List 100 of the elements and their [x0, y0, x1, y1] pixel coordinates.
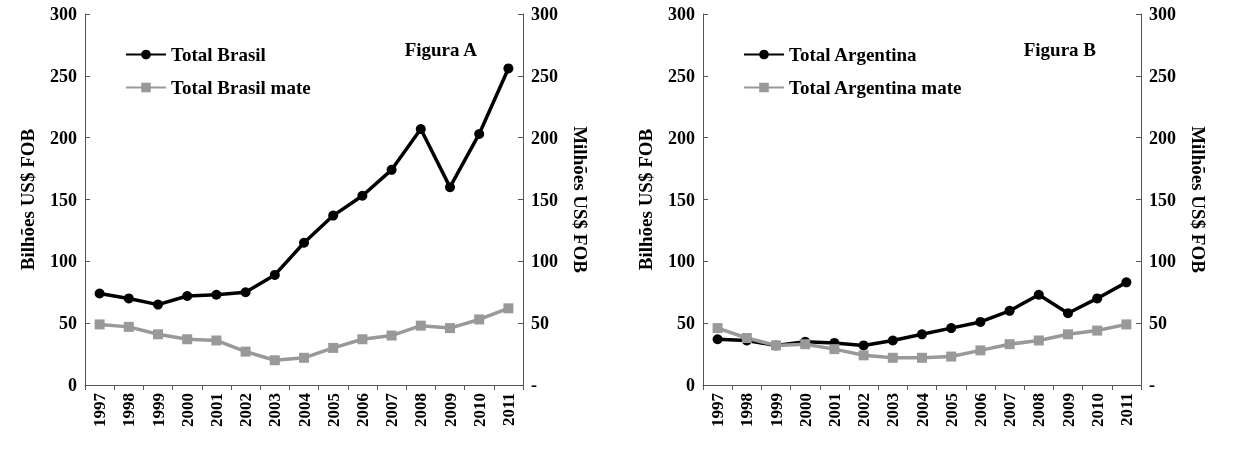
x-tick-label: 2004: [912, 392, 932, 427]
point: [211, 289, 222, 300]
x-tick-label: 2011: [1116, 393, 1136, 427]
x-tick-label: 2010: [1087, 393, 1107, 427]
point: [123, 293, 134, 304]
point: [858, 340, 869, 351]
y2-tick-label: 200: [531, 127, 558, 148]
y-tick-label: 0: [68, 375, 77, 395]
point: [474, 314, 485, 325]
x-tick-label: 2007: [1000, 392, 1020, 427]
x-tick-label: 2008: [1029, 393, 1049, 427]
x-tick-label: 2001: [824, 393, 844, 427]
point: [445, 323, 455, 334]
y2-tick-label: 150: [531, 189, 558, 210]
point: [474, 128, 485, 139]
point: [946, 323, 957, 334]
point: [386, 164, 397, 175]
point: [123, 321, 134, 332]
point: [1092, 293, 1103, 304]
x-tick-label: 2000: [177, 393, 197, 427]
point: [182, 290, 193, 301]
point: [328, 342, 339, 353]
x-tick-label: 2000: [795, 393, 815, 427]
y-tick-label: 250: [668, 65, 695, 86]
point: [94, 288, 105, 299]
point: [946, 351, 957, 362]
point: [712, 323, 723, 334]
x-tick-label: 2003: [265, 393, 285, 427]
point: [299, 352, 309, 363]
x-tick-label: 2005: [323, 393, 343, 427]
x-tick-label: 2009: [440, 393, 460, 427]
x-tick-label: 2005: [941, 393, 961, 427]
point: [357, 190, 368, 201]
x-tick-label: 2007: [382, 392, 402, 427]
y-tick-label: 200: [50, 127, 77, 148]
point: [153, 299, 163, 310]
point: [415, 320, 426, 331]
y-tick-label: 100: [668, 251, 695, 272]
annotation: Figura A: [404, 39, 478, 60]
point: [887, 335, 898, 346]
point: [445, 182, 455, 193]
point: [269, 269, 280, 280]
x-tick-label: 1997: [90, 392, 110, 427]
point: [1004, 305, 1015, 316]
y-tick-label: 300: [668, 4, 695, 24]
y-tick-label: 50: [677, 313, 695, 334]
x-tick-label: 2001: [206, 393, 226, 427]
legend-label: Total Argentina mate: [789, 77, 962, 98]
y-tick-label: 300: [50, 4, 77, 24]
annotation: Figura B: [1023, 39, 1097, 60]
point: [887, 352, 898, 363]
legend-label: Total Brasil: [171, 44, 266, 65]
point: [415, 124, 426, 135]
y2-axis-title: Milhões US$ FOB: [570, 126, 591, 274]
y2-tick-label: 50: [1149, 313, 1167, 334]
y-tick-label: 200: [668, 127, 695, 148]
point: [1004, 339, 1015, 350]
y2-tick-label: -: [531, 375, 537, 395]
y2-tick-label: 100: [531, 251, 558, 272]
point: [269, 355, 280, 366]
y-axis-title: Bilhões US$ FOB: [17, 128, 38, 271]
x-tick-label: 2006: [970, 393, 990, 427]
point: [1033, 289, 1044, 300]
x-tick-label: 2006: [352, 393, 372, 427]
point: [712, 334, 723, 345]
point: [1063, 329, 1073, 340]
y-tick-label: 100: [50, 251, 77, 272]
legend-label: Total Argentina: [789, 44, 918, 65]
point: [240, 287, 251, 298]
y2-tick-label: 100: [1149, 251, 1176, 272]
y2-tick-label: -: [1149, 375, 1155, 395]
point: [503, 303, 514, 314]
point: [328, 210, 339, 221]
y-tick-label: 0: [686, 375, 695, 395]
x-tick-label: 2009: [1058, 393, 1078, 427]
point: [94, 319, 105, 330]
x-tick-label: 2004: [294, 392, 314, 427]
y2-tick-label: 250: [531, 65, 558, 86]
y2-tick-label: 50: [531, 313, 549, 334]
point: [1092, 325, 1103, 336]
x-tick-label: 1999: [148, 393, 168, 427]
x-tick-label: 2010: [469, 393, 489, 427]
point: [858, 350, 869, 361]
point: [1121, 277, 1132, 288]
point: [1121, 319, 1132, 330]
y-axis-title: Bilhões US$ FOB: [635, 128, 656, 271]
x-tick-label: 1998: [737, 393, 757, 427]
point: [917, 329, 927, 340]
y2-tick-label: 150: [1149, 189, 1176, 210]
y-tick-label: 250: [50, 65, 77, 86]
x-tick-label: 1997: [708, 392, 728, 427]
point: [299, 237, 309, 248]
point: [240, 346, 251, 357]
point: [503, 63, 514, 74]
x-tick-label: 2011: [498, 393, 518, 427]
y2-tick-label: 200: [1149, 127, 1176, 148]
point: [211, 335, 222, 346]
y-tick-label: 150: [668, 189, 695, 210]
point: [357, 334, 368, 345]
point: [829, 344, 840, 355]
